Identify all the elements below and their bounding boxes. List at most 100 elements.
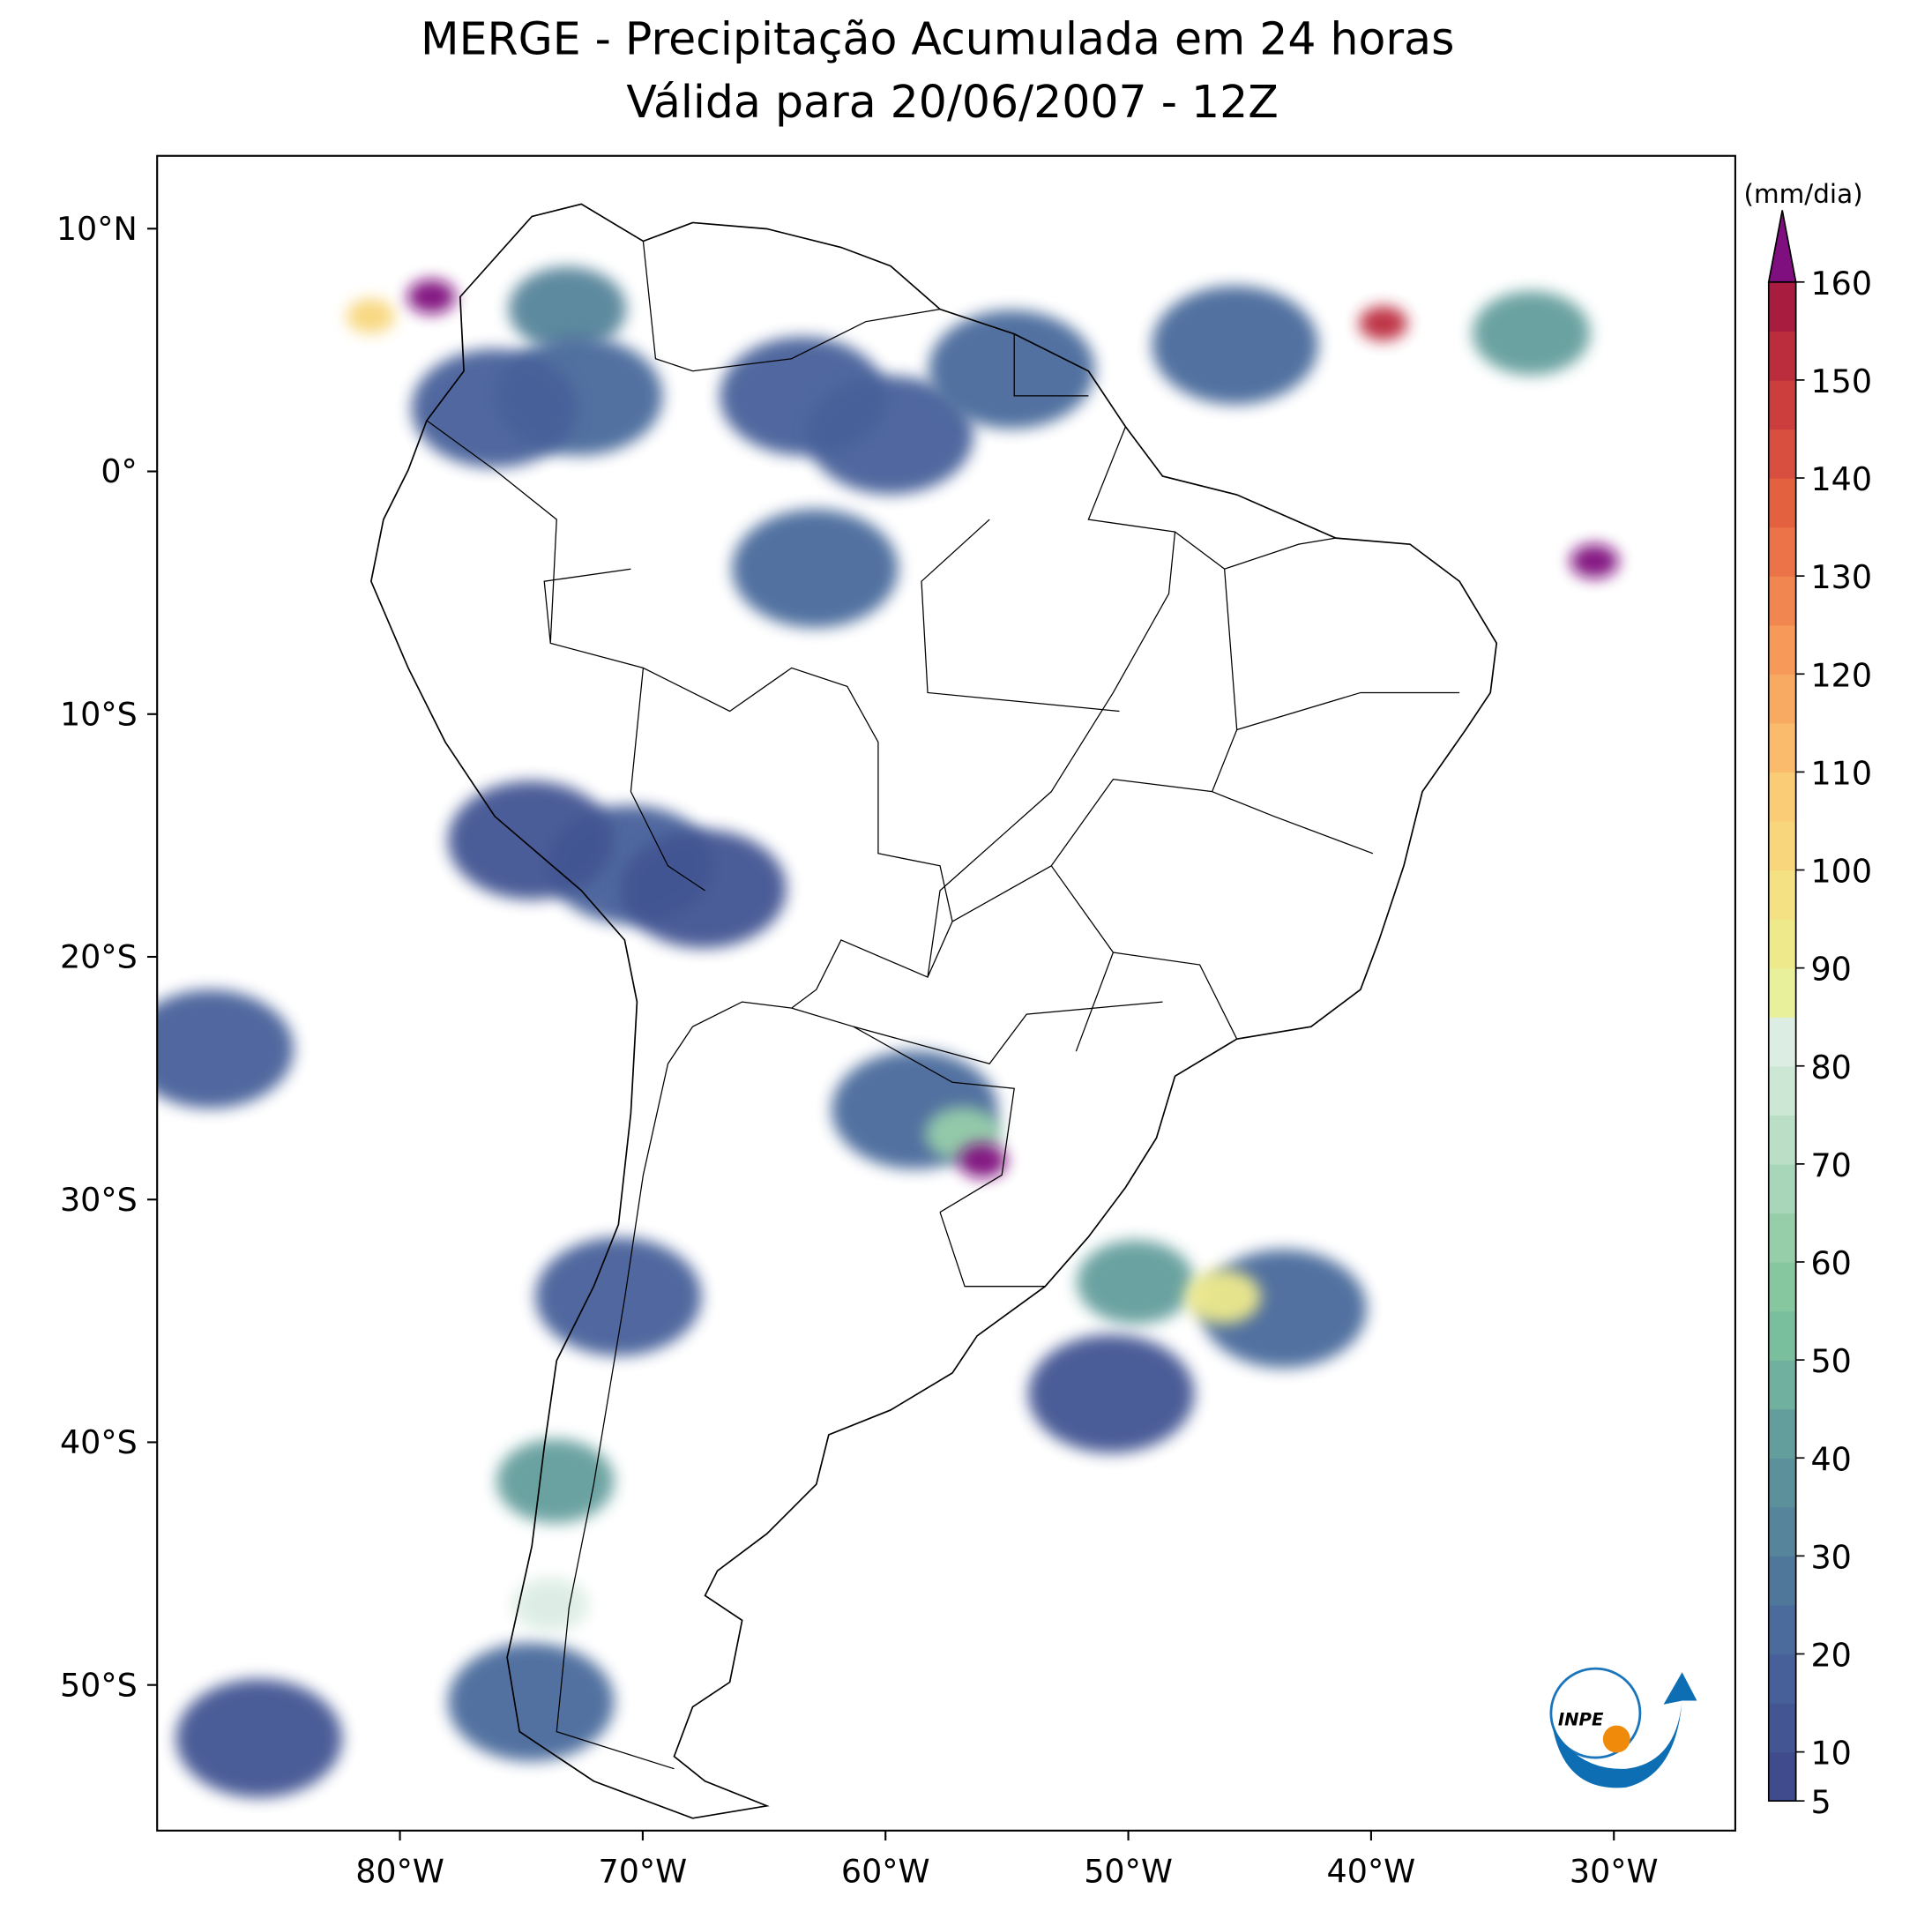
colorbar-segment xyxy=(1768,281,1796,332)
colorbar-segment xyxy=(1768,1604,1796,1655)
logo-arrow xyxy=(1552,1672,1697,1788)
y-tick-label: 10°N xyxy=(56,210,138,248)
colorbar-tick-label: 160 xyxy=(1810,265,1872,302)
colorbar-segment xyxy=(1768,1213,1796,1263)
colorbar-segment xyxy=(1768,1653,1796,1704)
colorbar-segment xyxy=(1768,722,1796,773)
precip-cell xyxy=(1184,1269,1262,1325)
colorbar-tick-label: 150 xyxy=(1810,362,1872,400)
precip-cell xyxy=(732,509,899,628)
x-tick-label: 80°W xyxy=(355,1853,444,1891)
colorbar-segment xyxy=(1768,1163,1796,1214)
logo-dot xyxy=(1602,1725,1630,1753)
y-tick-label: 50°S xyxy=(60,1666,138,1704)
precip-cell xyxy=(347,298,395,334)
colorbar-segment xyxy=(1768,1115,1796,1165)
precip-cell xyxy=(807,375,973,495)
precip-cell xyxy=(508,266,627,351)
colorbar-tick-label: 20 xyxy=(1810,1637,1851,1675)
precipitation-layer xyxy=(157,266,1619,1798)
coastline xyxy=(369,203,1498,1819)
precip-cell xyxy=(407,279,456,314)
x-tick-label: 50°W xyxy=(1084,1853,1173,1891)
precip-cell xyxy=(1359,306,1408,341)
colorbar-segment xyxy=(1768,624,1796,675)
colorbar-segment xyxy=(1768,1065,1796,1116)
precip-cell xyxy=(512,1578,589,1632)
colorbar-segment xyxy=(1768,576,1796,626)
logo-text: INPE xyxy=(1558,1710,1604,1730)
y-tick-label: 20°S xyxy=(60,938,138,976)
x-tick-label: 60°W xyxy=(841,1853,930,1891)
colorbar-segment xyxy=(1768,674,1796,724)
colorbar-segment xyxy=(1768,772,1796,822)
precip-cell xyxy=(1077,1240,1195,1325)
precip-cell xyxy=(958,1143,1007,1178)
colorbar-segment xyxy=(1768,1310,1796,1361)
colorbar-tick-label: 100 xyxy=(1810,853,1872,891)
colorbar-tick-label: 90 xyxy=(1810,951,1851,989)
colorbar-tick-label: 60 xyxy=(1810,1244,1851,1282)
colorbar-segment xyxy=(1768,870,1796,920)
colorbar-tick-label: 140 xyxy=(1810,460,1872,498)
colorbar-tick-label: 70 xyxy=(1810,1146,1851,1184)
colorbar-segment xyxy=(1768,1703,1796,1753)
colorbar-segment xyxy=(1768,526,1796,577)
colorbar-tick-label: 30 xyxy=(1810,1538,1851,1576)
colorbar-frame xyxy=(1767,280,1797,1803)
colorbar-label: (mm/dia) xyxy=(1743,179,1862,209)
precip-cell xyxy=(1028,1334,1195,1453)
colorbar-segment xyxy=(1768,331,1796,381)
x-tick-label: 40°W xyxy=(1327,1853,1416,1891)
colorbar-segment xyxy=(1768,429,1796,479)
colorbar-segment xyxy=(1768,1751,1796,1802)
precip-cell xyxy=(1152,286,1318,405)
y-tick-label: 40°S xyxy=(60,1423,138,1461)
y-tick-label: 30°S xyxy=(60,1181,138,1219)
colorbar-segment xyxy=(1768,478,1796,528)
colorbar-segment xyxy=(1768,379,1796,430)
colorbar-segment xyxy=(1768,1262,1796,1312)
colorbar-segment xyxy=(1768,820,1796,871)
precip-cell xyxy=(1570,543,1619,579)
precip-cell xyxy=(447,1642,615,1762)
axes: 80°W 70°W 60°W 50°W 40°W 30°W 10°N 0° 10°S 20°S 30… xyxy=(56,210,1659,1891)
colorbar-segment xyxy=(1768,1017,1796,1067)
colorbar-tick-label: 10 xyxy=(1810,1735,1851,1773)
map-subtitle: Válida para 20/06/2007 - 12Z xyxy=(626,76,1278,128)
precip-cell xyxy=(1472,290,1591,376)
colorbar-tick-label: 80 xyxy=(1810,1049,1851,1086)
x-tick-label: 70°W xyxy=(599,1853,688,1891)
logo-ring xyxy=(1549,1667,1642,1759)
y-tick-label: 0° xyxy=(101,452,137,490)
inpe-logo: INPE xyxy=(1549,1667,1697,1788)
colorbar-tick-label: 110 xyxy=(1810,754,1872,792)
colorbar-segment xyxy=(1768,967,1796,1018)
precip-cell xyxy=(535,1236,702,1356)
colorbar-segment xyxy=(1768,1458,1796,1508)
colorbar: (mm/dia) 5 10 20 30 40 50 60 70 80 90 100 110 120 130… xyxy=(1743,179,1872,1821)
colorbar-tick-label: 130 xyxy=(1810,558,1872,596)
precip-cell xyxy=(929,310,1095,429)
colorbar-tick-label: 40 xyxy=(1810,1440,1851,1478)
map-title: MERGE - Precipitação Acumulada em 24 hor… xyxy=(421,13,1454,65)
precip-cell xyxy=(496,1438,615,1524)
colorbar-tick-label: 120 xyxy=(1810,656,1872,694)
colorbar-segment xyxy=(1768,1556,1796,1606)
colorbar-tick-label: 5 xyxy=(1810,1783,1831,1821)
colorbar-segment xyxy=(1768,1506,1796,1557)
colorbar-segment xyxy=(1768,1360,1796,1410)
country-borders xyxy=(426,241,1176,1770)
colorbar-tick-label: 50 xyxy=(1810,1342,1851,1380)
precip-cell xyxy=(447,780,615,900)
map-frame xyxy=(156,154,1736,1832)
y-tick-label: 10°S xyxy=(60,695,138,733)
precip-cell xyxy=(411,348,578,468)
x-tick-label: 30°W xyxy=(1570,1853,1659,1891)
colorbar-extension xyxy=(1767,210,1797,283)
colorbar-segment xyxy=(1768,1408,1796,1459)
brazil-states xyxy=(951,426,1460,1052)
precip-cell xyxy=(157,989,295,1109)
